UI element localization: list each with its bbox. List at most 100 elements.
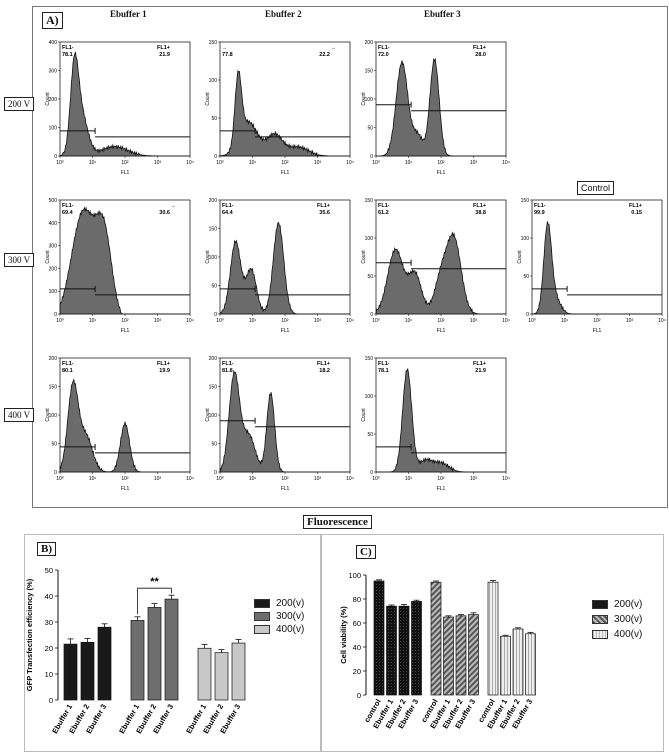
y-tick-label: 100 [49,126,58,132]
histogram-frame [375,357,507,473]
legend-b-item-400: 400(v) [254,624,304,635]
y-tick-label: 100 [49,289,58,295]
y-tick-label: 200 [49,356,58,362]
y-tick-label: 50 [51,442,57,448]
y-tick-label: 30 [45,618,53,627]
x-tick-label: 10³ [626,318,634,324]
fl1-plus-value: 21.9 [159,52,170,58]
column-label-ebuffer3: Ebuffer 3 [424,9,461,19]
histogram-400v-ebuffer3: 0 50 100 150 10⁰ 10¹ 10² 10³ 10⁴ FL1 Count FL1-78.1… [361,356,510,492]
y-tick-label: 150 [521,198,530,204]
y-axis-label: Count [361,92,367,106]
x-tick-label: 10⁴ [186,160,194,166]
y-tick-label: 400 [49,40,58,46]
fl1-plus-value: 22.2 [319,52,330,58]
histogram-300v-ebuffer3: 0 50 100 150 10⁰ 10¹ 10² 10³ 10⁴ FL1 Count FL1-61.2… [361,198,510,334]
histogram-area [376,368,506,473]
panel-a-label: A) [42,12,63,29]
fl1-minus-header: FL1- [62,361,74,367]
fl1-minus-header: FL1- [534,203,546,209]
y-axis-label: GFP Transfection efficiency (%) [25,578,34,691]
y-tick-label: 0 [214,312,217,318]
fl1-minus-header: FL1- [62,203,74,209]
fl1-minus-header: FL1- [222,203,234,209]
x-tick-label: 10¹ [249,160,257,166]
y-tick-label: 20 [45,644,53,653]
histogram-area [219,369,350,473]
x-tick-label: 10⁰ [56,476,64,482]
fl1-minus-header: FL1- [378,203,390,209]
fl1-plus-header: FL1+ [157,361,170,367]
fl1-plus-value: 21.9 [475,368,486,374]
x-tick-label: 10¹ [89,160,97,166]
legend-swatch [592,600,608,609]
fl1-plus-header: FL1+ [473,45,486,51]
bar [468,614,479,696]
fl1-minus-value: 81.8 [222,368,233,374]
panel-b-frame [24,534,322,752]
x-tick-label: 10¹ [89,476,97,482]
y-axis-label: Count [361,408,367,422]
transfection-efficiency-chart: 0 10 20 30 40 50 GFP Transfection efficiency (… [25,566,246,735]
bar [455,615,467,696]
fl1-plus-header: FL1+ [317,361,330,367]
bar [97,626,112,701]
x-tick-label: 10⁰ [216,476,224,482]
x-tick-label: 10⁴ [346,476,354,482]
bar [80,641,95,701]
fl1-minus-value: 61.2 [378,210,389,216]
histogram-300v-ebuffer2: 0 50 100 150 200 10⁰ 10¹ 10² 10³ 10⁴ FL1 Count FL1-6… [205,198,354,334]
x-tick-label: 10³ [154,476,162,482]
y-tick-label: 150 [209,385,218,391]
x-axis-label: FL1 [121,486,130,492]
bar [231,642,246,701]
y-tick-label: 100 [365,394,374,400]
y-axis-label: Count [205,408,211,422]
y-tick-label: 60 [353,619,361,628]
y-tick-label: 50 [367,432,373,438]
x-tick-label: 10² [121,476,129,482]
x-axis-label: FL1 [437,328,446,334]
legend-b-item-300: 300(v) [254,611,304,622]
y-tick-label: 0 [49,696,53,705]
fl1-plus-header: → [331,45,337,51]
y-tick-label: 100 [521,236,530,242]
y-tick-label: 0 [54,154,57,160]
y-tick-label: 200 [49,266,58,272]
panel-c-frame [320,534,664,752]
x-tick-label: 10³ [314,160,322,166]
x-tick-label: 10² [281,160,289,166]
fl1-minus-value: 78.1 [378,368,389,374]
fl1-plus-value: 0.15 [631,210,642,216]
x-axis-label: FL1 [593,328,602,334]
significance-marker: ** [150,576,159,588]
legend-label: 400(v) [614,629,643,640]
y-tick-label: 100 [365,97,374,103]
bar [214,652,229,701]
x-axis-label: FL1 [437,486,446,492]
fl1-plus-header: FL1+ [473,361,486,367]
x-tick-label: 10⁴ [346,318,354,324]
y-tick-label: 0 [370,312,373,318]
y-tick-label: 300 [49,244,58,250]
y-tick-label: 0 [54,470,57,476]
y-tick-label: 40 [45,592,53,601]
column-label-ebuffer1: Ebuffer 1 [110,9,147,19]
legend-label: 200(v) [614,599,643,610]
bar [525,633,536,696]
y-tick-label: 50 [523,274,529,280]
legend-b-item-200: 200(v) [254,598,304,609]
histogram-300v-ebuffer1: 0 100 200 300 400 500 10⁰ 10¹ 10² 10³ 10⁴ FL1 Count F… [45,198,194,334]
bar [386,605,397,696]
y-tick-label: 200 [209,198,218,204]
legend-swatch [592,630,608,639]
y-tick-label: 400 [49,221,58,227]
bar [164,598,179,701]
x-tick-label: 10³ [470,318,478,324]
legend-swatch [254,625,270,634]
x-tick-label: 10³ [470,476,478,482]
histogram-area [219,69,350,158]
y-tick-label: 0 [370,470,373,476]
